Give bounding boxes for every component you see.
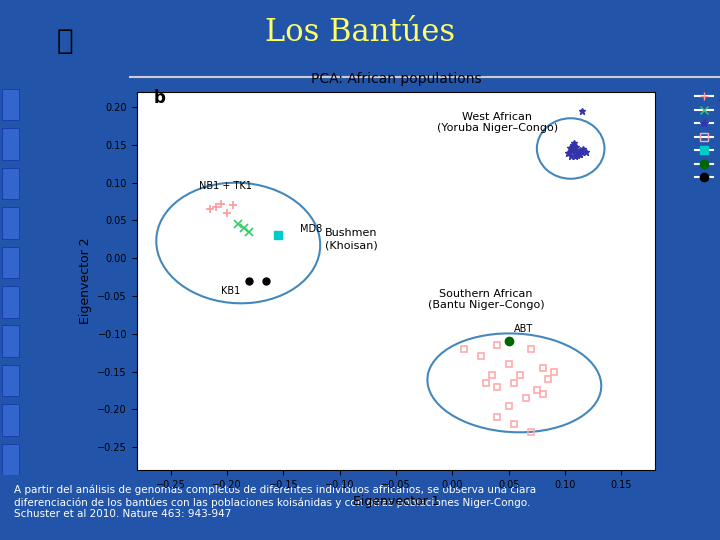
Text: Bushmen
(Khoisan): Bushmen (Khoisan) [325,228,377,250]
Text: KB1: KB1 [221,286,240,296]
X-axis label: Eigenvector 1: Eigenvector 1 [353,495,439,508]
Title: PCA: African populations: PCA: African populations [311,72,481,86]
Text: b: b [153,89,166,107]
Bar [2,404,19,436]
Text: A partir del análisis de genomas completos de diferentes individuos africanos, s: A partir del análisis de genomas complet… [14,485,536,519]
Bar [2,365,19,396]
Bar [2,444,19,475]
Bar [2,89,19,120]
Bar [2,207,19,239]
Bar [2,286,19,318]
Bar [2,326,19,357]
Legend: JHO, SAN, YRI, XHO, MD8, ABT, NOH: JHO, SAN, YRI, XHO, MD8, ABT, NOH [691,89,720,186]
Text: Southern African
(Bantu Niger–Congo): Southern African (Bantu Niger–Congo) [428,289,544,310]
Bar [2,129,19,160]
Text: West African
(Yoruba Niger–Congo): West African (Yoruba Niger–Congo) [437,112,558,133]
Bar [2,247,19,278]
Text: NB1 + TK1: NB1 + TK1 [199,180,252,191]
Y-axis label: Eigenvector 2: Eigenvector 2 [78,238,91,324]
Text: Los Bantúes: Los Bantúes [265,17,455,48]
Text: ABT: ABT [514,324,534,334]
Text: MD8: MD8 [300,224,323,234]
Text: 🦎: 🦎 [56,26,73,55]
Bar [2,168,19,199]
